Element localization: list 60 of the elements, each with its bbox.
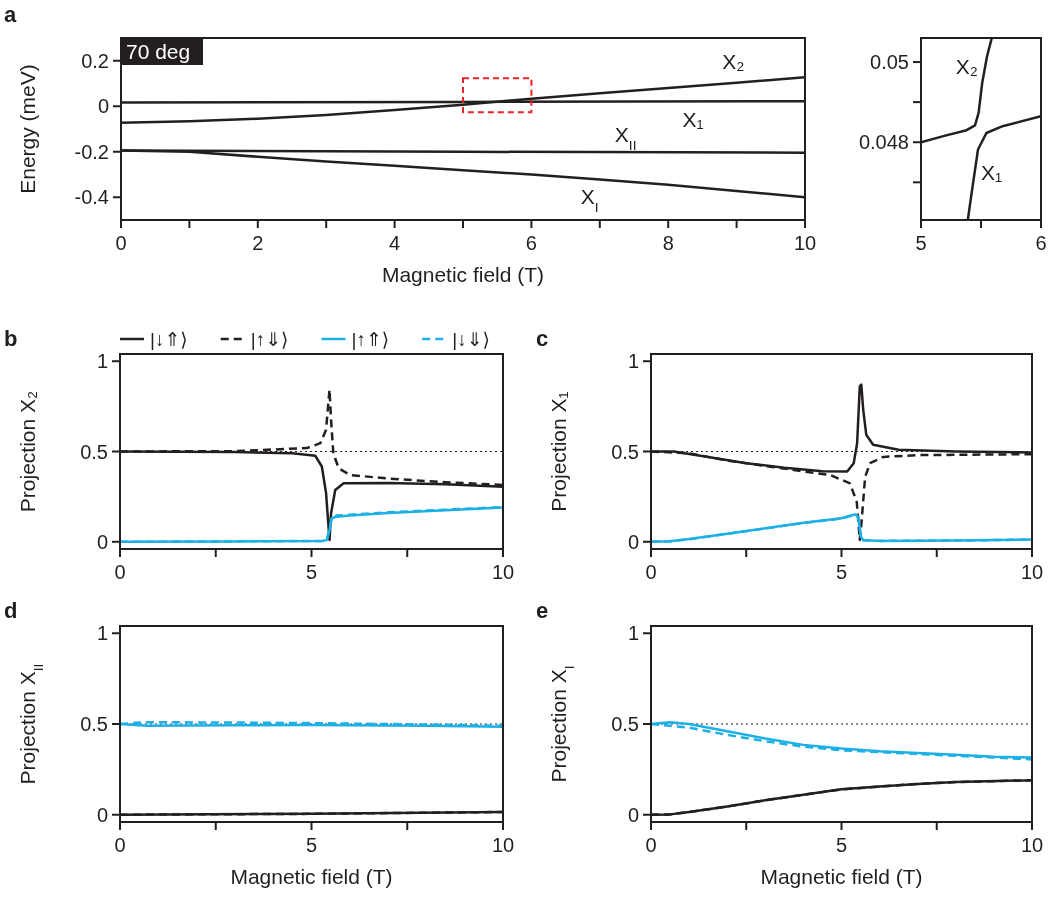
x-tick-label: 5 bbox=[835, 834, 848, 856]
x-tick-label: 2 bbox=[252, 232, 264, 254]
series-label: X$_{II}$ bbox=[614, 122, 637, 153]
legend-label: |↓⇓⟩ bbox=[452, 328, 491, 350]
y-tick-label: 0 bbox=[96, 530, 108, 553]
y-tick-label: -0.4 bbox=[74, 186, 109, 209]
chart-title: b bbox=[4, 326, 18, 351]
x-tick-label: 6 bbox=[525, 232, 537, 254]
series-label: X₂ bbox=[722, 49, 745, 73]
chart-title: d bbox=[4, 598, 18, 623]
y-tick-label: 1 bbox=[96, 350, 108, 373]
chart-title: a bbox=[4, 2, 17, 27]
y-tick-label: 0.5 bbox=[80, 713, 108, 735]
chart-title: e bbox=[536, 598, 549, 623]
x-tick-label: 8 bbox=[662, 232, 674, 254]
chart-title: c bbox=[536, 326, 549, 351]
x-tick-label: 5 bbox=[305, 561, 318, 583]
x-tick-label: 0 bbox=[115, 232, 127, 254]
x-tick-label: 0 bbox=[645, 834, 657, 856]
x-axis-title: Magnetic field (T) bbox=[230, 865, 393, 888]
series-label: X₁ bbox=[981, 160, 1003, 184]
y-axis-title: Projection X₁ bbox=[547, 391, 570, 512]
y-tick-label: 0.5 bbox=[611, 440, 639, 463]
x-tick-label: 5 bbox=[305, 834, 318, 856]
y-axis-title: Energy (meV) bbox=[16, 64, 39, 194]
y-tick-label: 0 bbox=[627, 530, 639, 553]
x-tick-label: 0 bbox=[114, 834, 126, 856]
y-tick-label: 1 bbox=[96, 622, 108, 645]
y-tick-label: 1 bbox=[627, 350, 639, 373]
y-tick-label: 0.2 bbox=[81, 49, 109, 72]
legend-label: |↑⇑⟩ bbox=[351, 328, 390, 350]
y-tick-label: 0.5 bbox=[80, 440, 108, 463]
series-label: X₂ bbox=[955, 55, 978, 79]
x-axis-title: Magnetic field (T) bbox=[381, 263, 545, 286]
series-label: X$_{I}$ bbox=[580, 184, 599, 215]
legend-label: |↑⇓⟩ bbox=[250, 328, 289, 350]
x-tick-label: 6 bbox=[1035, 232, 1047, 254]
x-tick-label: 10 bbox=[1020, 561, 1044, 583]
y-tick-label: 0.048 bbox=[858, 131, 909, 154]
y-axis-title: Projection X₂ bbox=[16, 390, 39, 513]
x-tick-label: 10 bbox=[491, 834, 515, 856]
legend-label: |↓⇑⟩ bbox=[150, 328, 188, 350]
y-tick-label: -0.2 bbox=[74, 140, 109, 163]
x-tick-label: 4 bbox=[389, 232, 401, 254]
y-tick-label: 0.5 bbox=[611, 713, 639, 735]
y-tick-label: 0 bbox=[627, 803, 639, 826]
x-tick-label: 10 bbox=[491, 561, 515, 583]
x-tick-label: 10 bbox=[793, 232, 817, 254]
y-tick-label: 1 bbox=[627, 622, 639, 645]
x-tick-label: 0 bbox=[114, 561, 126, 583]
annotation: 70 deg bbox=[126, 40, 191, 63]
x-tick-label: 5 bbox=[915, 232, 927, 254]
x-tick-label: 5 bbox=[835, 561, 848, 583]
series-label: X₁ bbox=[682, 107, 704, 131]
y-tick-label: 0.05 bbox=[870, 51, 909, 74]
x-tick-label: 10 bbox=[1020, 834, 1044, 856]
x-axis-title: Magnetic field (T) bbox=[760, 865, 923, 888]
y-tick-label: 0 bbox=[97, 95, 109, 118]
y-tick-label: 0 bbox=[96, 803, 108, 826]
x-tick-label: 0 bbox=[645, 561, 657, 583]
